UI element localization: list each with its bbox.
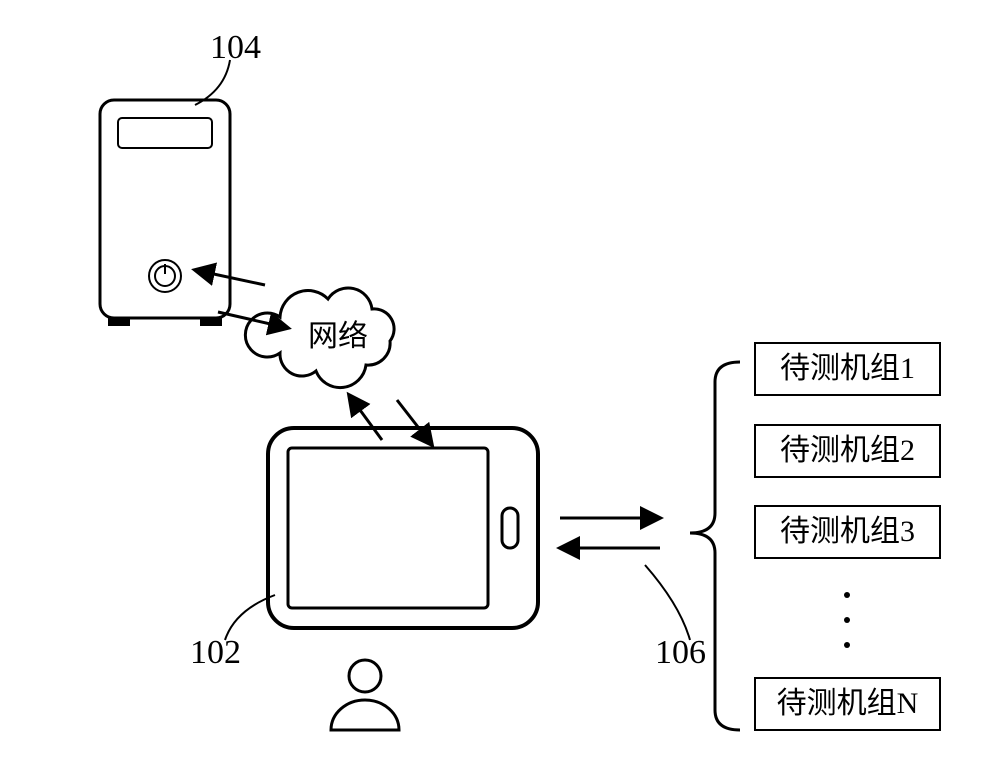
group-leader-line <box>645 565 690 640</box>
user-icon <box>331 660 399 730</box>
unit-label: 待测机组3 <box>780 515 915 548</box>
tablet-icon <box>268 428 538 628</box>
unit-label: 待测机组2 <box>780 434 915 467</box>
server-ref-label: 104 <box>210 29 261 66</box>
group-ref-label: 106 <box>655 634 706 671</box>
ellipsis-dot <box>844 592 850 598</box>
ellipsis-dot <box>844 642 850 648</box>
group-brace <box>690 362 740 730</box>
ellipsis-dot <box>844 617 850 623</box>
unit-label: 待测机组N <box>777 687 919 720</box>
server-leader-line <box>195 60 230 105</box>
unit-label: 待测机组1 <box>780 352 915 385</box>
server-icon <box>100 100 230 326</box>
network-label: 网络 <box>308 320 368 353</box>
tablet-ref-label: 102 <box>190 634 241 671</box>
